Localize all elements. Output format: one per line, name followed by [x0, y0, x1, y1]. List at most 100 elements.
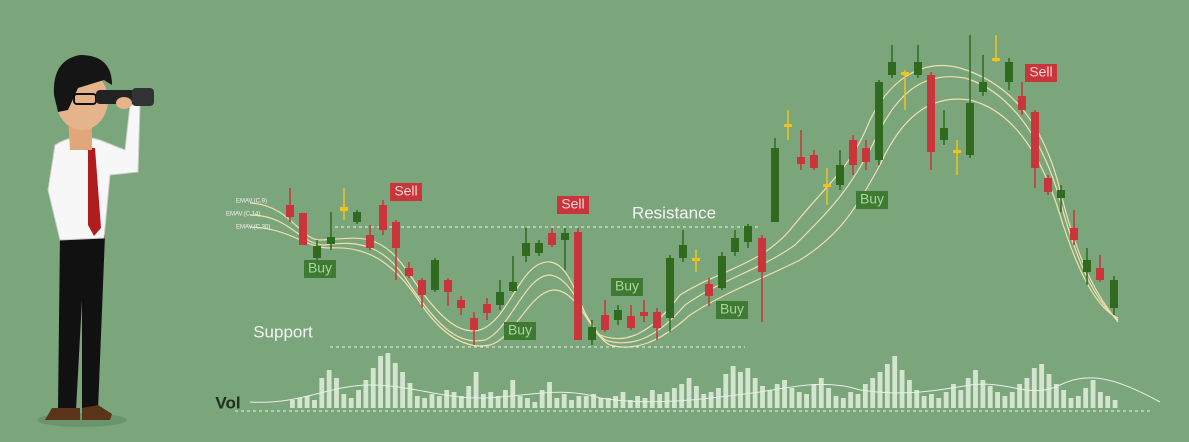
volume-bar — [701, 394, 707, 408]
buy-label: Buy — [508, 322, 532, 338]
volume-bar — [473, 372, 479, 408]
candle-body — [1096, 268, 1104, 280]
volume-bar — [1097, 392, 1103, 408]
candle-body — [601, 315, 609, 330]
volume-bar — [760, 386, 765, 408]
volume-bar — [304, 396, 310, 408]
candle-body — [299, 213, 307, 245]
volume-bar — [848, 392, 854, 408]
sell-badge — [1025, 64, 1057, 82]
volume-bar — [892, 356, 898, 408]
candle-body — [692, 258, 700, 261]
volume-bar — [510, 380, 516, 408]
candle-body — [823, 184, 831, 187]
sell-label: Sell — [394, 183, 417, 199]
volume-bar — [436, 396, 442, 408]
volume-bar — [326, 370, 332, 408]
volume-bar — [1053, 384, 1059, 408]
candle-body — [444, 280, 452, 292]
candle-body — [953, 150, 961, 153]
candle-body — [1057, 190, 1065, 198]
volume-bar — [341, 394, 347, 408]
volume-bar — [657, 394, 663, 408]
ema-curve — [249, 76, 1119, 344]
volume-bar — [980, 380, 986, 408]
volume-bar — [1075, 396, 1081, 408]
indicator-label: EMAV.(C,9) — [236, 199, 267, 205]
volume-bar — [547, 382, 552, 408]
candle-body — [666, 258, 674, 318]
volume-bar — [804, 394, 810, 408]
volume-bar — [767, 390, 773, 408]
volume-bar — [525, 398, 530, 408]
candle-body — [1031, 112, 1039, 168]
volume-bar — [378, 356, 383, 408]
volume-bar — [348, 398, 354, 408]
volume-bar — [862, 384, 868, 408]
volume-bar — [884, 364, 890, 408]
volume-bar — [1002, 396, 1008, 408]
volume-bar — [833, 396, 839, 408]
candle-body — [797, 157, 805, 164]
candle-body — [431, 260, 439, 290]
support-label: Support — [253, 322, 313, 341]
candle-body — [327, 237, 335, 244]
volume-bar — [789, 388, 795, 408]
volume-bar — [1090, 380, 1096, 408]
candles — [286, 35, 1118, 345]
volume-bar — [422, 398, 428, 408]
volume-bar — [855, 394, 861, 408]
candle-body — [548, 233, 556, 245]
candle-body — [862, 148, 870, 162]
candle-body — [574, 232, 582, 340]
volume-bar — [1046, 374, 1052, 408]
volume-bar — [466, 386, 472, 408]
volume-bar — [943, 392, 949, 408]
volume-bar — [627, 400, 633, 408]
volume-bar — [1068, 398, 1074, 408]
sell-label: Sell — [561, 196, 584, 212]
volume-bar — [693, 386, 699, 408]
candle-body — [522, 243, 530, 256]
volume-bar — [1061, 390, 1067, 408]
candle-body — [927, 75, 935, 152]
volume-bar — [554, 398, 560, 408]
candle-body — [509, 282, 517, 291]
volume-bar — [532, 402, 538, 408]
volume-bar — [973, 370, 978, 408]
volume-bar — [517, 396, 523, 408]
candle-body — [705, 284, 713, 296]
volume-label: Vol — [215, 393, 240, 412]
candle-body — [1005, 62, 1013, 82]
candle-body — [771, 148, 779, 222]
volume-bar — [458, 396, 464, 408]
volume-bar — [1017, 384, 1023, 408]
volume-bar — [936, 398, 942, 408]
candle-body — [496, 292, 504, 305]
volume-bar — [598, 398, 604, 408]
volume-bar — [1009, 392, 1015, 408]
volume-bar — [363, 380, 369, 408]
volume-bar — [576, 396, 582, 408]
volume-bar — [840, 398, 846, 408]
candle-body — [888, 62, 896, 75]
volume-bar — [716, 388, 721, 408]
candle-body — [640, 312, 648, 316]
volume-bar — [723, 374, 729, 408]
volume-bar — [1031, 368, 1037, 408]
volume-bar — [429, 394, 435, 408]
volume-bar — [561, 394, 567, 408]
candle-body — [849, 140, 857, 165]
candle-body — [940, 128, 948, 140]
volume-bar — [385, 353, 391, 408]
candle-body — [1110, 280, 1118, 308]
candle-body — [470, 318, 478, 330]
volume-bar — [583, 396, 589, 408]
volume-bar — [649, 390, 655, 408]
volume-bar — [906, 380, 912, 408]
buy-badge — [856, 191, 888, 209]
volume-bar — [1112, 400, 1118, 408]
volume-bar — [407, 383, 413, 408]
volume-bar — [569, 400, 574, 408]
